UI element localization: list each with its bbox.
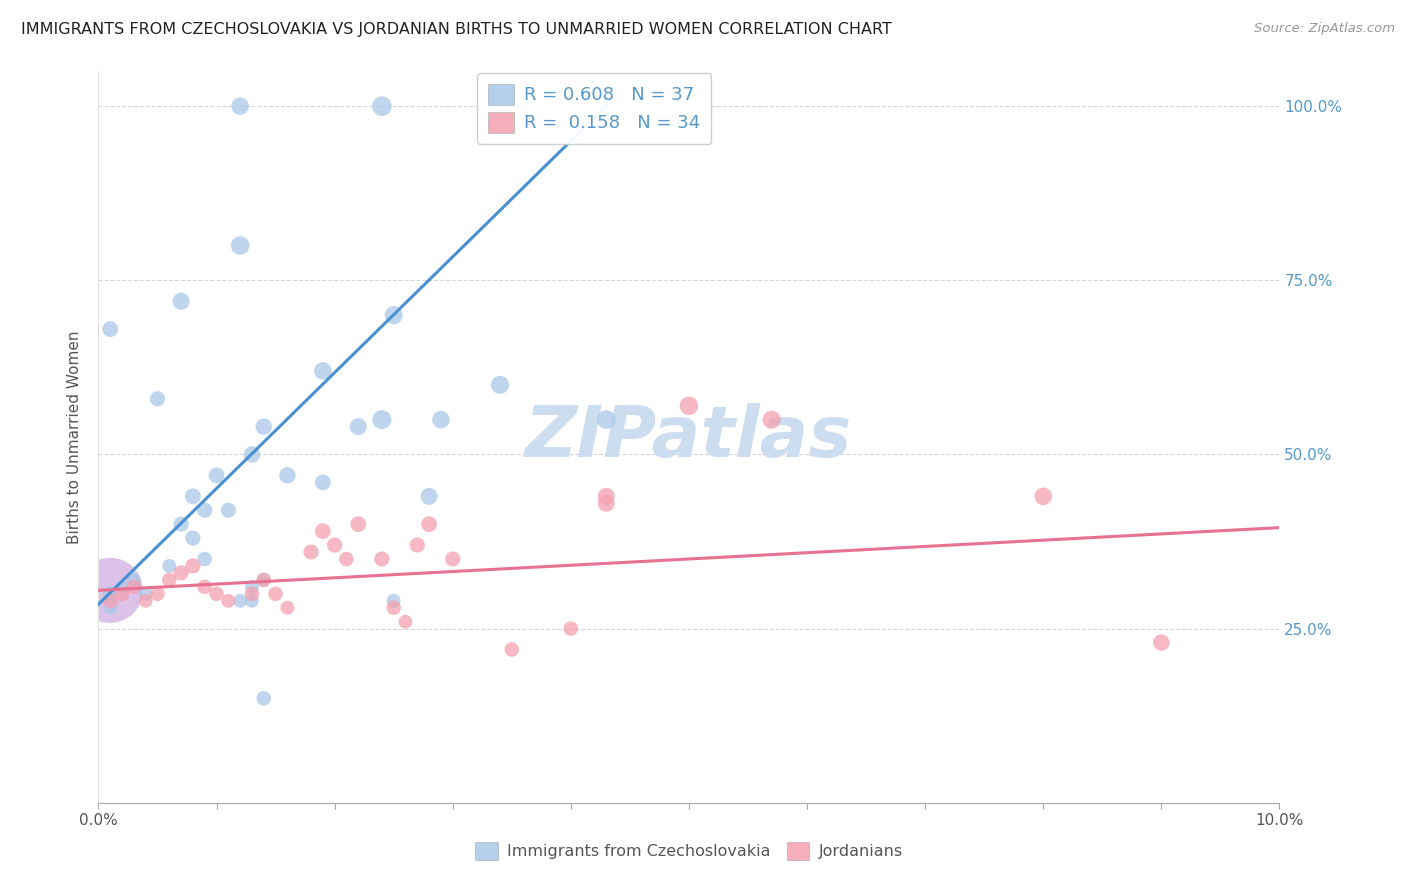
Point [181,531,204,545]
Point [371,412,394,426]
Point [253,691,276,706]
Point [240,448,263,462]
Point [371,552,394,566]
Point [194,552,217,566]
Point [217,503,239,517]
Point [217,594,239,608]
Point [135,587,157,601]
Text: Source: ZipAtlas.com: Source: ZipAtlas.com [1254,22,1395,36]
Point [1032,489,1054,503]
Point [560,622,582,636]
Text: IMMIGRANTS FROM CZECHOSLOVAKIA VS JORDANIAN BIRTHS TO UNMARRIED WOMEN CORRELATIO: IMMIGRANTS FROM CZECHOSLOVAKIA VS JORDAN… [21,22,891,37]
Point [240,587,263,601]
Point [441,552,464,566]
Point [382,600,405,615]
Point [98,322,121,336]
Point [122,573,145,587]
Legend: Immigrants from Czechoslovakia, Jordanians: Immigrants from Czechoslovakia, Jordania… [467,833,911,868]
Point [157,573,180,587]
Point [135,594,157,608]
Point [382,308,405,322]
Point [111,580,134,594]
Point [229,594,252,608]
Point [347,517,370,532]
Point [312,364,335,378]
Point [335,552,357,566]
Point [276,468,298,483]
Point [170,517,193,532]
Point [595,489,617,503]
Point [146,587,169,601]
Point [229,238,252,252]
Point [194,503,217,517]
Point [489,377,512,392]
Point [170,294,193,309]
Point [146,392,169,406]
Point [122,580,145,594]
Point [229,99,252,113]
Point [406,538,429,552]
Y-axis label: Births to Unmarried Women: Births to Unmarried Women [67,330,83,544]
Point [205,468,228,483]
Point [347,419,370,434]
Point [312,524,335,538]
Point [501,642,523,657]
Point [382,594,405,608]
Point [253,573,276,587]
Point [181,489,204,503]
Point [418,517,440,532]
Point [323,538,346,552]
Point [595,496,617,510]
Point [240,594,263,608]
Point [761,412,783,426]
Point [194,580,217,594]
Point [181,558,204,573]
Point [312,475,335,490]
Point [253,573,276,587]
Point [253,419,276,434]
Point [371,99,394,113]
Point [394,615,416,629]
Point [430,412,453,426]
Point [98,583,121,598]
Point [98,587,121,601]
Point [418,489,440,503]
Point [98,594,121,608]
Point [276,600,298,615]
Point [299,545,322,559]
Point [678,399,700,413]
Point [1150,635,1173,649]
Point [205,587,228,601]
Point [157,558,180,573]
Point [111,587,134,601]
Point [98,600,121,615]
Point [170,566,193,580]
Point [264,587,287,601]
Point [240,580,263,594]
Text: ZIPatlas: ZIPatlas [526,402,852,472]
Point [595,412,617,426]
